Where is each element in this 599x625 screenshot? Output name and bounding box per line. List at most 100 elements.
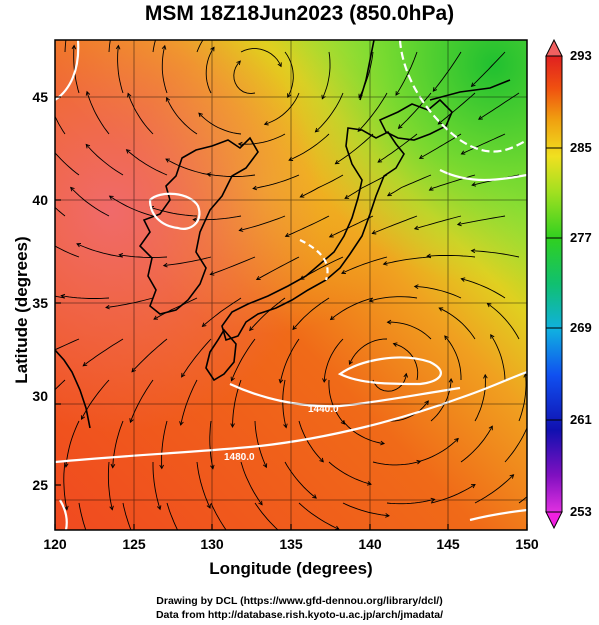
streamline-arrow bbox=[386, 192, 392, 197]
streamline bbox=[240, 461, 263, 506]
streamline-arrow bbox=[184, 543, 188, 547]
streamline bbox=[285, 215, 330, 237]
streamline bbox=[461, 278, 506, 299]
streamline bbox=[85, 144, 124, 176]
streamline bbox=[180, 379, 198, 426]
streamline bbox=[518, 496, 527, 504]
y-tick-label: 40 bbox=[32, 192, 48, 208]
streamline-arrow bbox=[64, 505, 69, 511]
streamline bbox=[152, 462, 161, 510]
streamline-arrow bbox=[312, 494, 317, 499]
streamline bbox=[395, 51, 418, 96]
streamline bbox=[342, 420, 385, 445]
streamline bbox=[383, 256, 432, 265]
streamline bbox=[490, 334, 506, 381]
streamline-arrow bbox=[109, 505, 114, 511]
streamline-arrow bbox=[454, 437, 459, 443]
streamline bbox=[55, 115, 66, 135]
contour-label: 1440.0 bbox=[308, 404, 339, 415]
streamline bbox=[386, 400, 429, 422]
streamline bbox=[284, 461, 317, 499]
streamline-arrow bbox=[32, 182, 36, 186]
streamline bbox=[126, 149, 168, 176]
streamline bbox=[198, 112, 242, 135]
colorbar-tick-label: 293 bbox=[570, 48, 592, 63]
streamline bbox=[64, 40, 67, 53]
streamline-arrow bbox=[168, 8, 172, 12]
streamline bbox=[292, 297, 330, 330]
streamline bbox=[205, 47, 215, 94]
streamline-arrow bbox=[162, 262, 168, 268]
streamline bbox=[471, 51, 506, 87]
streamline bbox=[328, 461, 372, 485]
streamline bbox=[427, 254, 476, 258]
streamline-arrow bbox=[252, 185, 258, 191]
streamline bbox=[55, 206, 66, 217]
streamline-arrow bbox=[438, 307, 444, 312]
chart-title: MSM 18Z18Jun2023 (850.0hPa) bbox=[144, 2, 455, 25]
streamline bbox=[76, 243, 124, 258]
streamline bbox=[240, 48, 282, 67]
streamline-arrow bbox=[118, 6, 121, 10]
streamline bbox=[349, 338, 388, 365]
streamline bbox=[474, 374, 486, 422]
streamline bbox=[78, 502, 87, 530]
colorbar-tick-label: 253 bbox=[570, 504, 592, 519]
streamline-arrow bbox=[471, 182, 477, 187]
streamline bbox=[419, 133, 462, 159]
streamline-arrow bbox=[319, 457, 324, 463]
streamline-arrow bbox=[284, 232, 290, 238]
streamline-arrow bbox=[206, 172, 212, 177]
streamline-arrow bbox=[488, 425, 493, 431]
streamline-arrow bbox=[448, 377, 454, 383]
streamline-arrow bbox=[125, 149, 131, 154]
streamline bbox=[119, 254, 168, 258]
streamline bbox=[387, 321, 432, 340]
streamline bbox=[279, 338, 300, 383]
streamline-arrow bbox=[437, 120, 443, 125]
streamline-arrow bbox=[249, 326, 254, 332]
streamline-arrow bbox=[71, 44, 77, 50]
streamline-arrow bbox=[292, 325, 297, 331]
streamline-arrow bbox=[225, 18, 229, 21]
streamline bbox=[153, 297, 198, 320]
streamline bbox=[166, 97, 198, 135]
streamline bbox=[55, 295, 66, 299]
streamline-arrow bbox=[36, 356, 40, 360]
x-tick-marks bbox=[54, 524, 528, 530]
streamline bbox=[357, 92, 388, 132]
streamline-arrow bbox=[90, 545, 94, 549]
streamline-arrow bbox=[368, 297, 374, 303]
streamline-arrow bbox=[397, 124, 403, 129]
streamline bbox=[254, 420, 267, 468]
streamline bbox=[65, 420, 80, 467]
streamline bbox=[108, 40, 111, 53]
streamline-arrow bbox=[60, 293, 66, 299]
streamline bbox=[107, 461, 113, 510]
x-axis-label: Longitude (degrees) bbox=[209, 559, 373, 578]
streamline bbox=[330, 297, 374, 320]
x-tick-label: 135 bbox=[279, 536, 303, 552]
streamline-arrow bbox=[395, 91, 400, 96]
streamline-arrow bbox=[206, 503, 211, 509]
streamline bbox=[181, 338, 212, 378]
streamline-arrow bbox=[377, 158, 383, 163]
streamline bbox=[166, 502, 179, 530]
streamline bbox=[344, 174, 388, 199]
x-tick-label: 130 bbox=[200, 536, 224, 552]
streamline-arrow bbox=[334, 159, 340, 165]
streamline bbox=[193, 215, 242, 221]
streamline-arrow bbox=[322, 378, 327, 383]
streamline bbox=[112, 420, 124, 468]
streamline bbox=[416, 438, 459, 463]
streamline bbox=[117, 45, 124, 94]
streamline-arrow bbox=[237, 141, 243, 147]
streamline bbox=[329, 215, 374, 238]
y-axis-label: Latitude (degrees) bbox=[12, 236, 31, 384]
streamline bbox=[298, 502, 340, 530]
streamline bbox=[163, 256, 212, 267]
streamline bbox=[315, 92, 344, 133]
y-tick-label: 35 bbox=[32, 295, 48, 311]
streamline bbox=[387, 174, 432, 197]
